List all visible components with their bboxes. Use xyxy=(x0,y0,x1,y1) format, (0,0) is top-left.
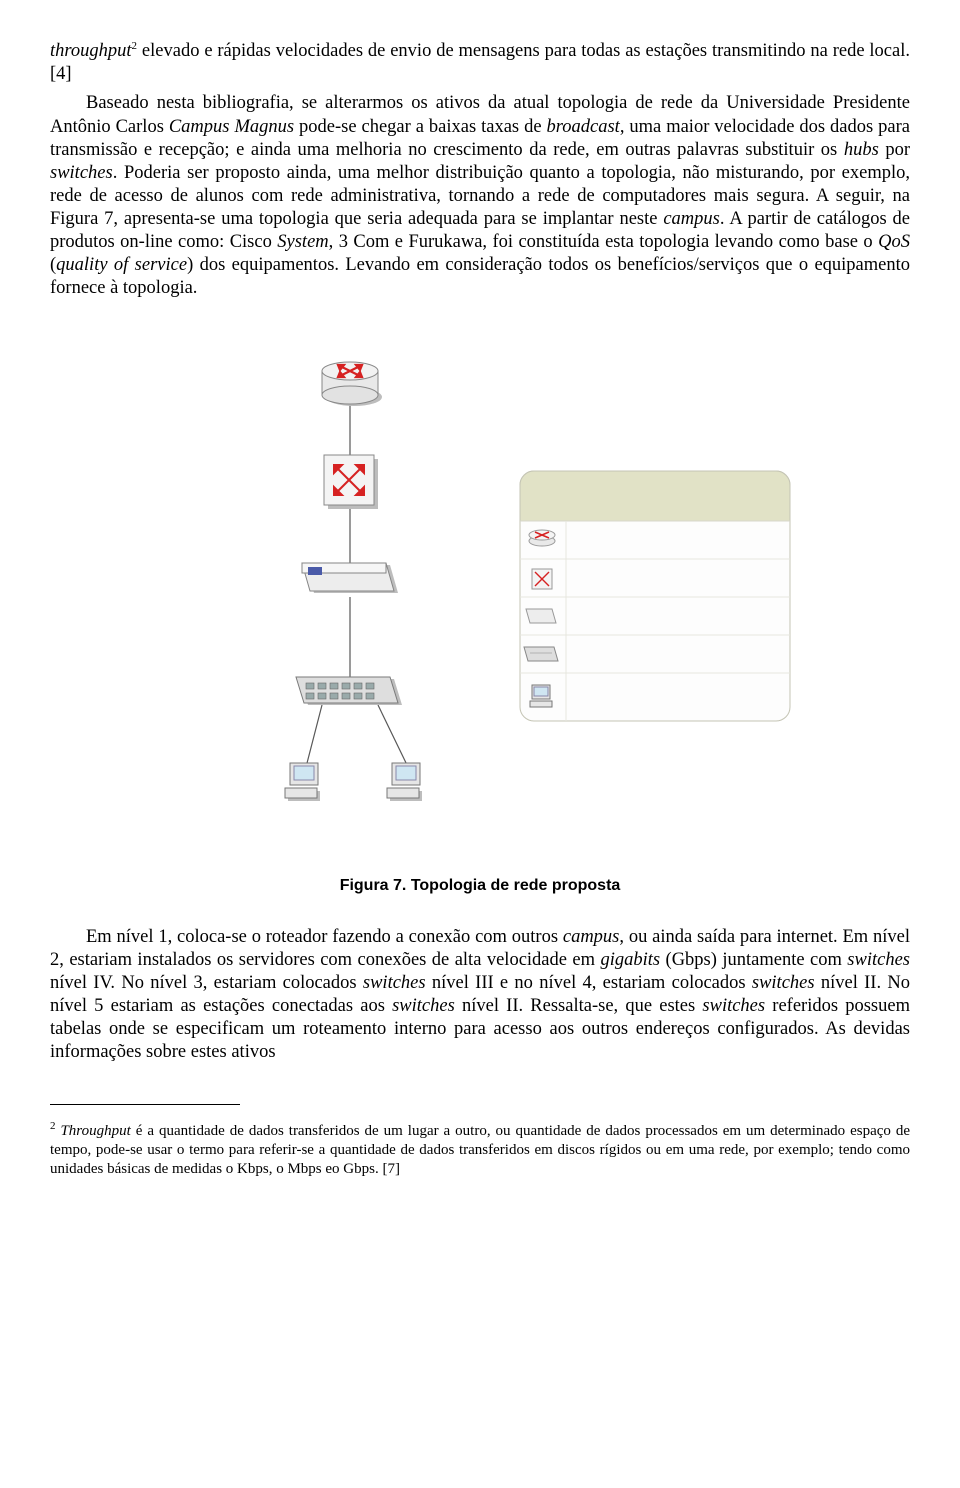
workstation-icon xyxy=(285,763,320,801)
paragraph-3: Em nível 1, coloca-se o roteador fazendo… xyxy=(50,926,910,1065)
term: quality of service xyxy=(56,255,187,275)
footnote-separator xyxy=(50,1104,240,1105)
text: nível IV. No nível 3, estariam colocados xyxy=(50,973,363,993)
workstation-icon xyxy=(387,763,422,801)
dist-switch-icon xyxy=(302,563,398,593)
term: switches xyxy=(392,996,455,1016)
text: é a quantidade de dados transferidos de … xyxy=(50,1123,910,1177)
footnote-2: 2 Throughput é a quantidade de dados tra… xyxy=(50,1120,910,1178)
text: Em nível 1, coloca-se o roteador fazendo… xyxy=(86,927,563,947)
router-icon xyxy=(322,362,382,406)
term: switches xyxy=(50,163,113,183)
figure-caption: Figura 7. Topologia de rede proposta xyxy=(50,876,910,896)
topology-diagram xyxy=(150,341,810,851)
term: switches xyxy=(847,950,910,970)
term: hubs xyxy=(844,140,879,160)
text: (Gbps) juntamente com xyxy=(660,950,847,970)
term: campus xyxy=(663,209,720,229)
paragraph-2: Baseado nesta bibliografia, se alterarmo… xyxy=(50,92,910,300)
term: QoS xyxy=(878,232,910,252)
term: broadcast xyxy=(547,117,620,137)
text: nível III e no nível 4, estariam colocad… xyxy=(426,973,752,993)
term: gigabits xyxy=(600,950,660,970)
term-throughput: throughput xyxy=(50,41,132,61)
text: nível II. Ressalta-se, que estes xyxy=(455,996,703,1016)
text: elevado e rápidas velocidades de envio d… xyxy=(50,41,910,84)
text: pode-se chegar a baixas taxas de xyxy=(294,117,546,137)
term: campus xyxy=(563,927,620,947)
text: por xyxy=(879,140,910,160)
term: Campus Magnus xyxy=(169,117,294,137)
core-switch-icon xyxy=(324,455,378,509)
footnote-number: 2 xyxy=(50,1120,56,1132)
paragraph-1: throughput2 elevado e rápidas velocidade… xyxy=(50,40,910,86)
text: , 3 Com e Furukawa, foi constituída esta… xyxy=(329,232,878,252)
term: switches xyxy=(363,973,426,993)
term: switches xyxy=(702,996,765,1016)
figure-7: Figura 7. Topologia de rede proposta xyxy=(50,341,910,896)
term: switches xyxy=(752,973,815,993)
term: Throughput xyxy=(60,1123,130,1139)
legend-panel xyxy=(520,471,790,721)
term: System xyxy=(277,232,328,252)
access-switch-icon xyxy=(296,677,402,705)
